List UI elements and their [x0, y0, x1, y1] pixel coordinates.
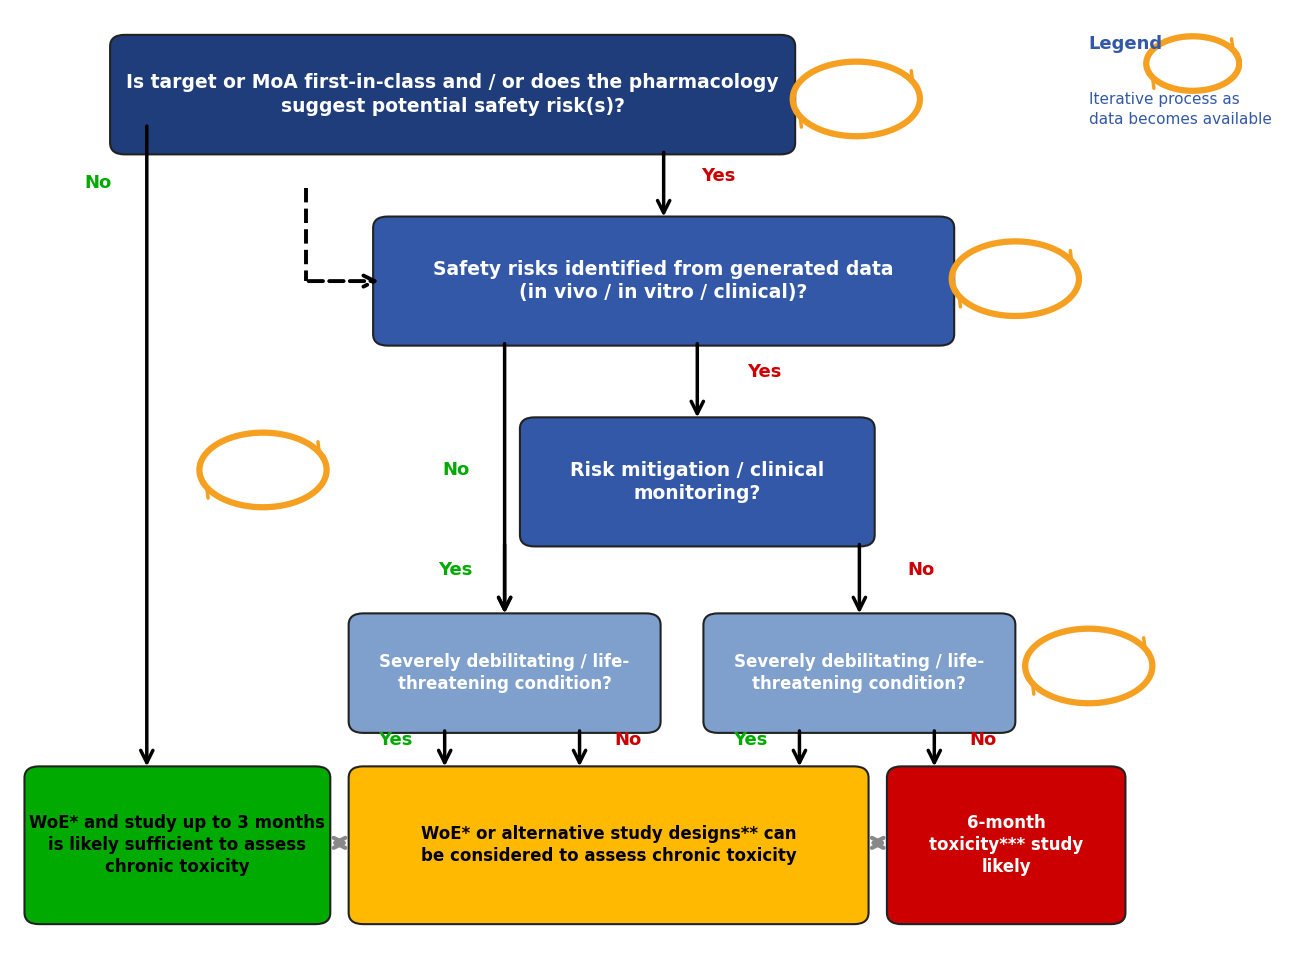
Text: 6-month
toxicity*** study
likely: 6-month toxicity*** study likely	[930, 814, 1083, 877]
FancyBboxPatch shape	[373, 217, 954, 345]
FancyBboxPatch shape	[520, 417, 875, 547]
Text: No: No	[615, 731, 642, 749]
FancyBboxPatch shape	[111, 35, 796, 154]
Text: Yes: Yes	[378, 731, 413, 749]
Text: Yes: Yes	[702, 167, 736, 185]
FancyBboxPatch shape	[25, 766, 330, 924]
Text: Yes: Yes	[733, 731, 768, 749]
Text: WoE* or alternative study designs** can
be considered to assess chronic toxicity: WoE* or alternative study designs** can …	[421, 825, 797, 865]
Text: No: No	[442, 461, 469, 479]
Text: No: No	[84, 175, 112, 192]
Text: Iterative process as
data becomes available: Iterative process as data becomes availa…	[1089, 92, 1271, 127]
Text: Yes: Yes	[747, 363, 781, 381]
Text: Severely debilitating / life-
threatening condition?: Severely debilitating / life- threatenin…	[734, 653, 984, 693]
Text: Is target or MoA first-in-class and / or does the pharmacology
suggest potential: Is target or MoA first-in-class and / or…	[126, 74, 779, 116]
Text: Safety risks identified from generated data
(in vivo / in vitro / clinical)?: Safety risks identified from generated d…	[433, 260, 894, 302]
Text: WoE* and study up to 3 months
is likely sufficient to assess
chronic toxicity: WoE* and study up to 3 months is likely …	[30, 814, 325, 877]
Text: No: No	[970, 731, 997, 749]
FancyBboxPatch shape	[348, 766, 868, 924]
FancyBboxPatch shape	[348, 614, 660, 733]
FancyBboxPatch shape	[703, 614, 1015, 733]
FancyBboxPatch shape	[887, 766, 1126, 924]
Text: Yes: Yes	[438, 561, 473, 579]
Text: Severely debilitating / life-
threatening condition?: Severely debilitating / life- threatenin…	[380, 653, 629, 693]
Text: Risk mitigation / clinical
monitoring?: Risk mitigation / clinical monitoring?	[571, 460, 824, 503]
Text: Legend: Legend	[1089, 35, 1164, 54]
Text: No: No	[907, 561, 935, 579]
